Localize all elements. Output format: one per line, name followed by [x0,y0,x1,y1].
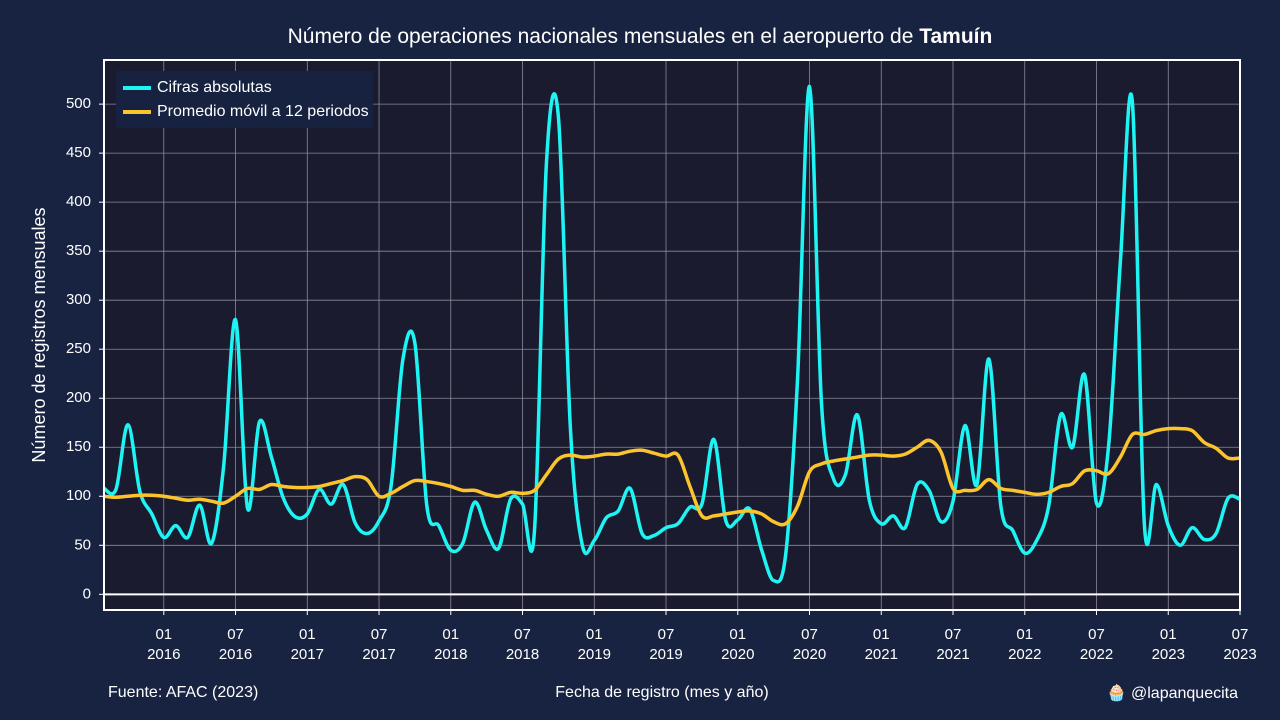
plot-border [103,59,1241,611]
y-tick-label: 150 [66,438,91,455]
x-tick-label: 01 2021 [864,626,898,663]
data-line [103,426,1241,527]
y-tick-label: 50 [74,536,91,553]
y-tick-label: 300 [66,291,91,308]
credit: 🧁 @lapanquecita [1107,683,1238,702]
y-tick-label: 0 [83,585,91,602]
x-tick-label: 07 2019 [649,626,683,663]
x-axis-label: Fecha de registro (mes y año) [555,684,768,701]
legend-label: Promedio móvil a 12 periodos [157,103,369,120]
x-tick-label: 01 2020 [721,626,755,663]
x-tick-label: 07 2020 [792,626,827,663]
x-tick-label: 01 2017 [290,626,324,663]
title-highlight: Tamuín [919,25,992,48]
y-tick-label: 500 [66,95,91,112]
y-tick-label: 350 [66,242,91,259]
x-tick-label: 07 2016 [218,626,253,663]
x-tick-label: 07 2017 [362,626,396,663]
source: Fuente: AFAC (2023) [108,684,258,701]
data-line [103,84,1241,584]
x-tick-label: 01 2019 [577,626,611,663]
legend-box [116,71,373,128]
x-tick-label: 01 2018 [434,626,468,663]
x-tick-label: 07 2021 [936,626,970,663]
x-tick-label: 01 2023 [1151,626,1185,663]
chart-title: Número de operaciones nacionales mensual… [288,25,993,48]
plot-area [104,60,1240,610]
x-tick-label: 01 2016 [147,626,181,663]
legend: Cifras absolutas Promedio móvil a 12 peri… [116,71,373,128]
y-tick-label: 450 [66,144,91,161]
y-tick-label: 100 [66,487,91,504]
title-text: Número de operaciones nacionales mensual… [288,25,914,48]
y-axis-label: Número de registros mensuales [29,207,49,462]
y-tick-label: 400 [66,193,91,210]
x-tick-label: 07 2023 [1223,626,1257,663]
x-tick-label: 07 2022 [1079,626,1114,663]
x-tick-label: 07 2018 [505,626,540,663]
y-tick-label: 200 [66,389,91,406]
legend-label: Cifras absolutas [157,79,272,96]
y-tick-label: 250 [66,340,91,357]
x-tick-label: 01 2022 [1008,626,1042,663]
